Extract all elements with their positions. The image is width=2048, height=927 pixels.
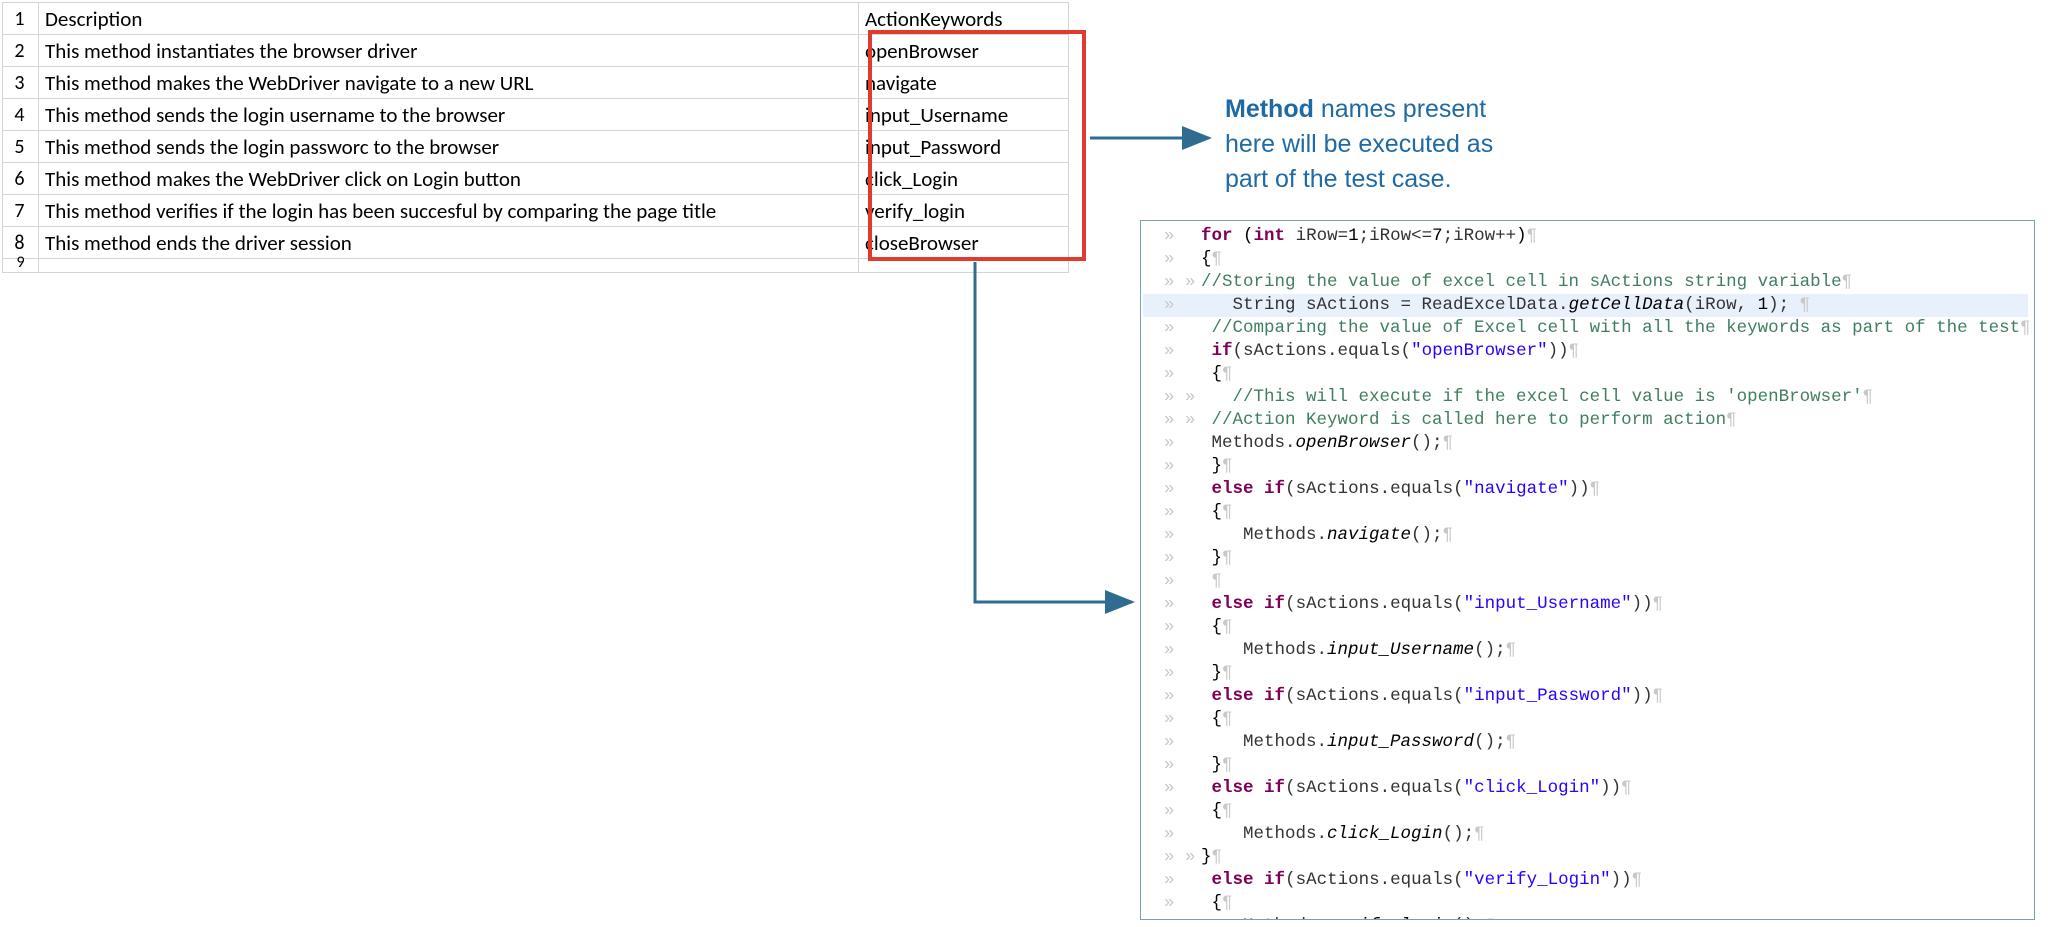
description-cell: This method ends the driver session [39, 227, 859, 259]
rownum-cell: 6 [3, 163, 39, 195]
description-cell: This method instantiates the browser dri… [39, 35, 859, 67]
code-line: » }¶ [1143, 754, 2028, 777]
arrow-to-code [975, 262, 1132, 602]
code-line: » Methods.navigate();¶ [1143, 524, 2028, 547]
table-row: 5 This method sends the login passworc t… [3, 131, 1069, 163]
code-line: » else if(sActions.equals("click_Login")… [1143, 777, 2028, 800]
annotation-line3: part of the test case. [1225, 162, 1493, 197]
annotation-line1: Method names present [1225, 92, 1493, 127]
excel-table: 1 Description ActionKeywords 2 This meth… [2, 2, 1069, 273]
table-row: 6 This method makes the WebDriver click … [3, 163, 1069, 195]
code-line: » for (int iRow=1;iRow<=7;iRow++)¶ [1143, 225, 2028, 248]
keyword-cell: verify_login [859, 195, 1069, 227]
description-cell: This method sends the login passworc to … [39, 131, 859, 163]
rownum-cell: 7 [3, 195, 39, 227]
code-line: » » }¶ [1143, 846, 2028, 869]
keyword-cell: input_Password [859, 131, 1069, 163]
description-cell: This method makes the WebDriver navigate… [39, 67, 859, 99]
keyword-cell: input_Username [859, 99, 1069, 131]
column-header-description: Description [39, 3, 859, 35]
code-line: » Methods.openBrowser();¶ [1143, 432, 2028, 455]
annotation-bold: Method [1225, 95, 1314, 123]
keyword-cell: navigate [859, 67, 1069, 99]
code-line: » ¶ [1143, 570, 2028, 593]
code-line: » {¶ [1143, 892, 2028, 915]
code-line: » if(sActions.equals("openBrowser"))¶ [1143, 340, 2028, 363]
code-line: » » //Storing the value of excel cell in… [1143, 271, 2028, 294]
code-line-highlighted: » String sActions = ReadExcelData.getCel… [1143, 294, 2028, 317]
keyword-cell: closeBrowser [859, 227, 1069, 259]
code-line: » //Comparing the value of Excel cell wi… [1143, 317, 2028, 340]
rownum-cell: 4 [3, 99, 39, 131]
table-row: 4 This method sends the login username t… [3, 99, 1069, 131]
code-line: » Methods.verify_login();¶ [1143, 915, 2028, 920]
code-line: » {¶ [1143, 616, 2028, 639]
code-line: » {¶ [1143, 800, 2028, 823]
code-line: » else if(sActions.equals("input_Usernam… [1143, 593, 2028, 616]
code-line: » » //Action Keyword is called here to p… [1143, 409, 2028, 432]
code-line: » }¶ [1143, 547, 2028, 570]
rownum-cell: 9 [3, 259, 39, 273]
code-line: » {¶ [1143, 708, 2028, 731]
annotation-line2: here will be executed as [1225, 127, 1493, 162]
code-line: » else if(sActions.equals("navigate"))¶ [1143, 478, 2028, 501]
table-row: 3 This method makes the WebDriver naviga… [3, 67, 1069, 99]
rownum-header: 1 [3, 3, 39, 35]
column-header-actionkeywords: ActionKeywords [859, 3, 1069, 35]
code-line: » {¶ [1143, 248, 2028, 271]
code-line: » }¶ [1143, 455, 2028, 478]
table-row: 2 This method instantiates the browser d… [3, 35, 1069, 67]
table-header-row: 1 Description ActionKeywords [3, 3, 1069, 35]
code-line: » Methods.input_Username();¶ [1143, 639, 2028, 662]
code-line: » » //This will execute if the excel cel… [1143, 386, 2028, 409]
table-stub-row: 9 [3, 259, 1069, 273]
code-line: » {¶ [1143, 501, 2028, 524]
description-cell: This method verifies if the login has be… [39, 195, 859, 227]
table-row: 7 This method verifies if the login has … [3, 195, 1069, 227]
annotation-text: Method names present here will be execut… [1225, 92, 1493, 197]
code-line: » }¶ [1143, 662, 2028, 685]
rownum-cell: 2 [3, 35, 39, 67]
code-line: » else if(sActions.equals("input_Passwor… [1143, 685, 2028, 708]
rownum-cell: 5 [3, 131, 39, 163]
keyword-cell: openBrowser [859, 35, 1069, 67]
code-line: » Methods.click_Login();¶ [1143, 823, 2028, 846]
code-line: » else if(sActions.equals("verify_Login"… [1143, 869, 2028, 892]
code-line: » Methods.input_Password();¶ [1143, 731, 2028, 754]
description-cell: This method sends the login username to … [39, 99, 859, 131]
rownum-cell: 3 [3, 67, 39, 99]
code-editor-panel: » for (int iRow=1;iRow<=7;iRow++)¶ » {¶ … [1140, 220, 2035, 920]
description-cell: This method makes the WebDriver click on… [39, 163, 859, 195]
annotation-line1-rest: names present [1314, 95, 1486, 123]
keyword-cell: click_Login [859, 163, 1069, 195]
code-line: » {¶ [1143, 363, 2028, 386]
table-row: 8 This method ends the driver session cl… [3, 227, 1069, 259]
